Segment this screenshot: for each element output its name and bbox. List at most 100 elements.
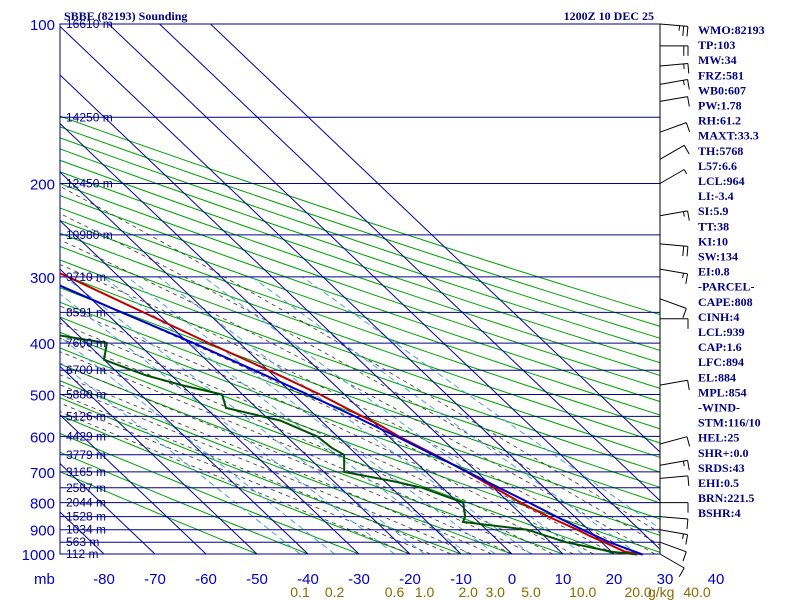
wind-barb — [659, 529, 689, 545]
chart-time: 1200Z 10 DEC 25 — [564, 9, 654, 23]
wind-barb — [660, 502, 689, 513]
index-item: L57:6.6 — [698, 159, 737, 173]
isotherm — [60, 317, 309, 555]
wind-barbs — [659, 23, 691, 577]
isotherm — [60, 268, 360, 555]
height-label: 9710 m — [66, 270, 106, 284]
index-item: LFC:894 — [698, 355, 744, 369]
isotherm — [60, 74, 564, 555]
dry-adiabat — [60, 195, 660, 403]
dry-adiabat — [60, 273, 660, 488]
isotherm — [60, 365, 258, 555]
wind-barb — [659, 79, 690, 90]
index-item: PW:1.78 — [698, 99, 742, 113]
index-item: WB0:607 — [698, 83, 746, 97]
moist-adiabat — [60, 393, 451, 555]
index-item: MPL:854 — [698, 385, 747, 399]
wind-barb — [659, 436, 691, 447]
temperature-label: -80 — [93, 571, 115, 588]
dry-adiabat — [60, 171, 660, 376]
wind-barb — [660, 45, 689, 56]
dry-adiabat — [60, 232, 660, 444]
wind-barb — [659, 96, 690, 107]
mixing-ratio-label: 40.0 — [683, 584, 710, 600]
index-item: CAPE:808 — [698, 295, 753, 309]
dry-adiabat — [60, 137, 660, 339]
mixing-ratio-line — [60, 361, 301, 555]
mixing-ratio-line — [203, 276, 583, 555]
mixing-ratio-label: 0.1 — [290, 584, 310, 600]
isotherm — [0, 24, 2, 554]
index-item: LCL:939 — [698, 325, 745, 339]
pressure-label: 900 — [30, 523, 55, 540]
isotherms — [0, 24, 660, 555]
isotherm — [60, 25, 615, 555]
moist-adiabat — [60, 322, 574, 555]
index-item: WMO:82193 — [698, 23, 765, 37]
index-item: RH:61.2 — [698, 114, 741, 128]
height-label: 12450 m — [66, 177, 113, 191]
temperature-label: 40 — [708, 571, 725, 588]
index-item: EL:884 — [698, 370, 736, 384]
temperature-label: -50 — [246, 571, 268, 588]
mixing-ratio-label: 20.0 — [624, 584, 651, 600]
wind-barb — [659, 122, 691, 133]
isotherm — [210, 24, 660, 453]
isotherm — [60, 122, 513, 555]
temperature-label: -20 — [399, 571, 421, 588]
isotherm — [108, 24, 660, 550]
parcel-profile — [60, 284, 643, 556]
wind-barb — [659, 553, 685, 577]
wind-barb — [659, 516, 689, 530]
mixing-ratio-label: 0.6 — [385, 584, 405, 600]
pressure-label: 500 — [30, 388, 55, 405]
mixing-ratio-label: 5.0 — [521, 584, 541, 600]
mixing-ratio-label: 1.0 — [415, 584, 435, 600]
moist-adiabat — [60, 411, 411, 555]
moist-adiabat — [60, 402, 431, 555]
index-item: BRN:221.5 — [698, 491, 754, 505]
temperature-label: 30 — [657, 571, 674, 588]
pressure-label: 100 — [30, 17, 55, 34]
dry-adiabats — [60, 115, 660, 555]
moist-adiabat — [60, 286, 615, 555]
index-item: TH:5768 — [698, 144, 743, 158]
moist-adiabat — [60, 239, 656, 555]
wind-barb — [659, 243, 689, 257]
wind-barb — [659, 379, 690, 391]
dry-adiabat — [60, 159, 660, 364]
wind-barb — [659, 298, 687, 318]
wind-barb — [659, 169, 688, 184]
moist-adiabat — [60, 264, 635, 555]
wind-barb — [659, 210, 690, 221]
wind-barb — [659, 144, 690, 160]
temperature-label: -70 — [144, 571, 166, 588]
pressure-label: 300 — [30, 270, 55, 287]
index-item: STM:116/10 — [698, 416, 761, 430]
index-item: -WIND- — [698, 401, 740, 415]
index-item: TP:103 — [698, 38, 735, 52]
wind-barb — [659, 541, 687, 562]
height-label: 2587 m — [66, 481, 106, 495]
dewpoint-profile — [60, 334, 638, 556]
wind-barb — [659, 475, 690, 486]
temperature-profile — [60, 272, 644, 556]
axis-unit-label: mb — [34, 571, 55, 588]
dry-adiabat — [60, 259, 660, 473]
pressure-label: 400 — [30, 336, 55, 353]
temperature-label: -60 — [195, 571, 217, 588]
temperature-tick-labels: -80 -70 -60 -50 -40 -30 -20 -10 0 10 20 30 40 — [93, 571, 724, 588]
moist-adiabat — [60, 384, 472, 555]
index-item: LCL:964 — [698, 174, 745, 188]
index-item: -PARCEL- — [698, 280, 754, 294]
moist-adiabat — [60, 213, 660, 546]
pressure-label: 200 — [30, 177, 55, 194]
isotherm — [60, 462, 156, 555]
pressure-label: 1000 — [22, 547, 55, 564]
mixing-ratio-label: 0.2 — [325, 584, 345, 600]
index-item: KI:10 — [698, 234, 728, 248]
wind-barb — [659, 63, 690, 74]
dry-adiabat — [60, 183, 660, 389]
index-item: SRDS:43 — [698, 461, 745, 475]
